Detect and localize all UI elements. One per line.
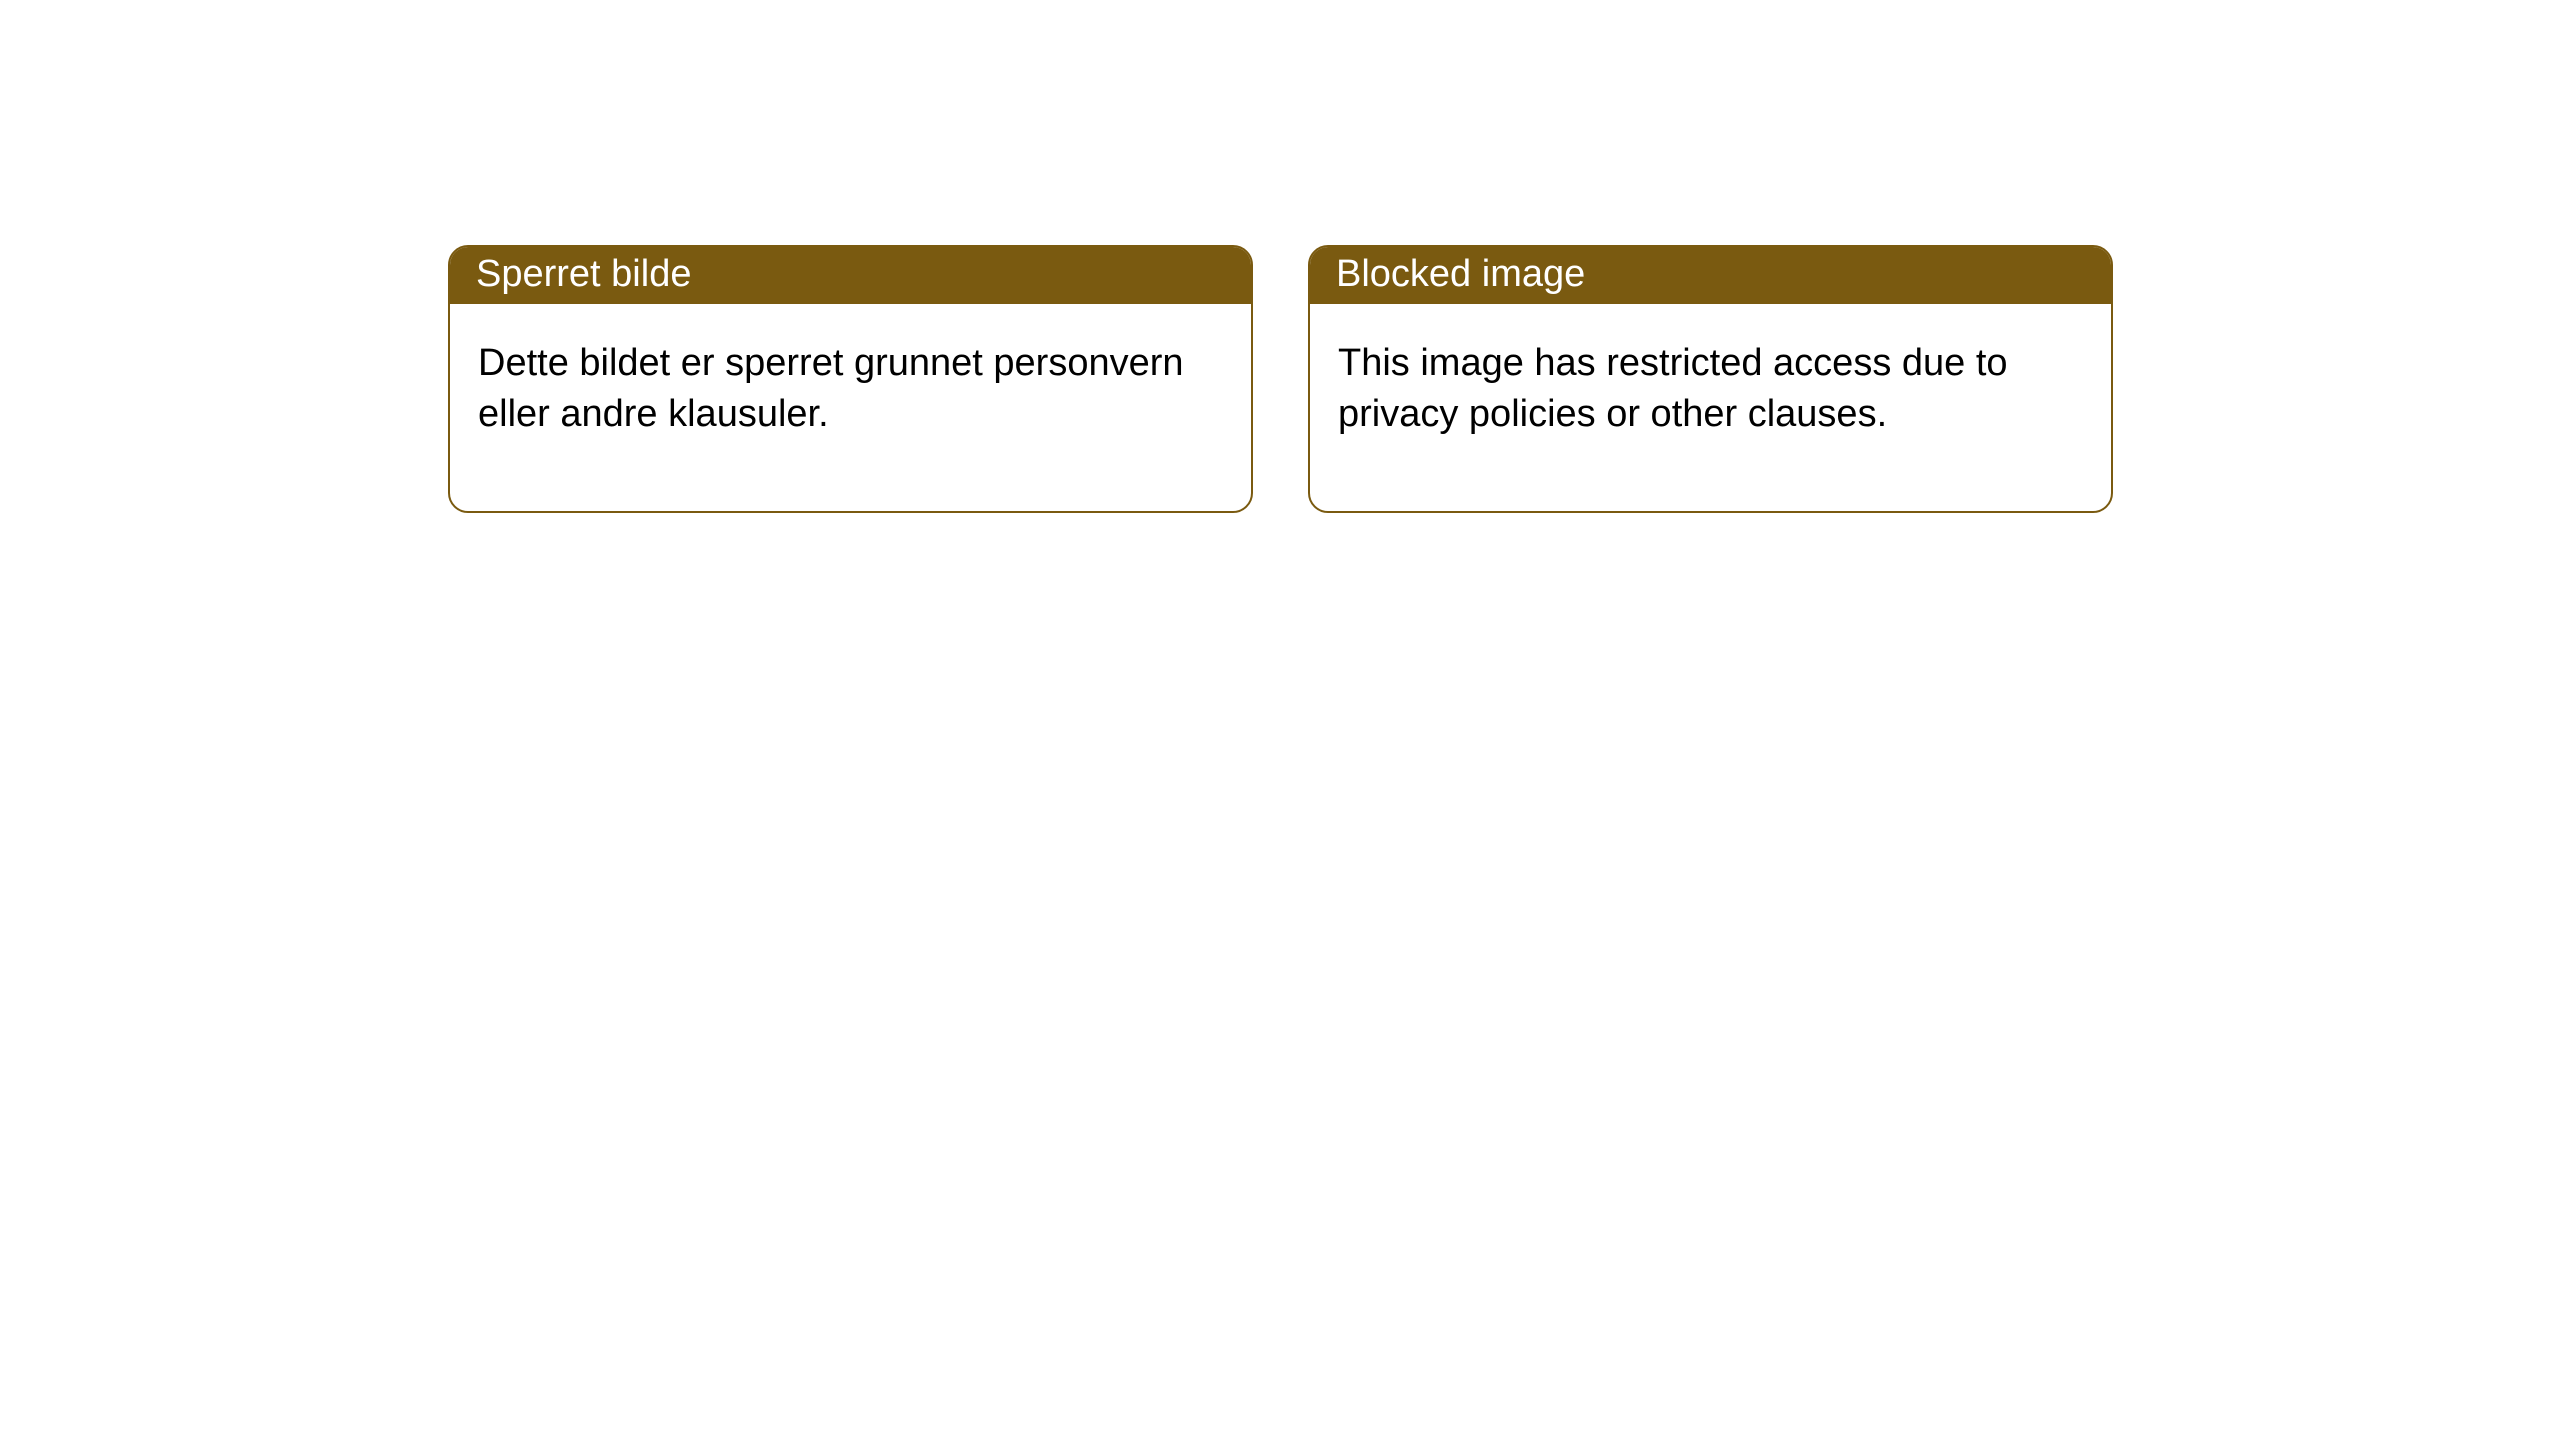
card-title-english: Blocked image: [1310, 247, 2111, 304]
notice-cards-container: Sperret bilde Dette bildet er sperret gr…: [0, 0, 2560, 513]
card-body-norwegian: Dette bildet er sperret grunnet personve…: [450, 304, 1251, 511]
card-body-english: This image has restricted access due to …: [1310, 304, 2111, 511]
card-title-norwegian: Sperret bilde: [450, 247, 1251, 304]
notice-card-english: Blocked image This image has restricted …: [1308, 245, 2113, 513]
notice-card-norwegian: Sperret bilde Dette bildet er sperret gr…: [448, 245, 1253, 513]
